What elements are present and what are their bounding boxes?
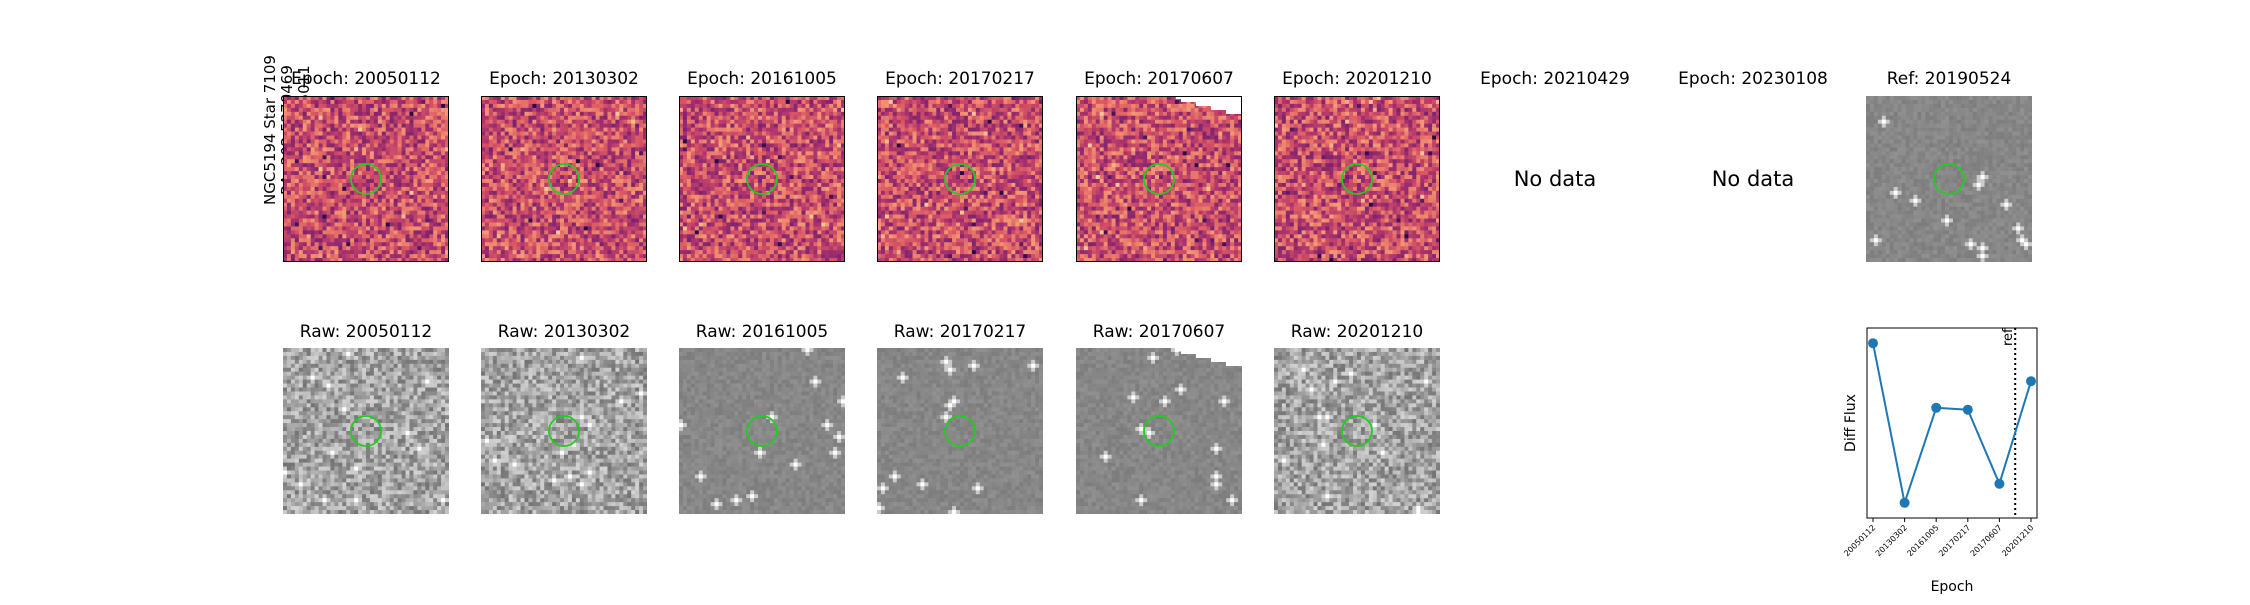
panel-title: Raw: 20170607 bbox=[1093, 322, 1226, 342]
difference-image bbox=[877, 96, 1043, 262]
panel-title: Epoch: 20161005 bbox=[687, 69, 837, 89]
x-tick-label: 20201210 bbox=[2000, 523, 2035, 558]
no-data-label: No data bbox=[1712, 167, 1795, 191]
x-tick-label: 20050112 bbox=[1842, 523, 1877, 558]
panel-title: Raw: 20170217 bbox=[894, 322, 1027, 342]
plot-frame bbox=[1867, 328, 2037, 518]
x-tick-label: 20130302 bbox=[1874, 523, 1909, 558]
difference-image bbox=[1076, 96, 1242, 262]
raw-image bbox=[283, 348, 449, 514]
panel-title: Epoch: 20230108 bbox=[1678, 69, 1828, 89]
data-point bbox=[1963, 405, 1973, 415]
panel-title: Epoch: 20210429 bbox=[1480, 69, 1630, 89]
star-name: NGC5194 Star 7109 bbox=[262, 55, 279, 205]
y-axis-label: Diff Flux bbox=[1843, 394, 1859, 452]
raw-image bbox=[1076, 348, 1242, 514]
panel-title: Raw: 20130302 bbox=[498, 322, 631, 342]
data-point bbox=[1931, 403, 1941, 413]
difference-image bbox=[283, 96, 449, 262]
panel-title: Raw: 20161005 bbox=[696, 322, 829, 342]
panel-title: Raw: 20050112 bbox=[300, 322, 433, 342]
series-line bbox=[1873, 343, 2031, 503]
raw-image bbox=[481, 348, 647, 514]
panel-title: Epoch: 20130302 bbox=[489, 69, 639, 89]
difference-image bbox=[679, 96, 845, 262]
data-point bbox=[1994, 479, 2004, 489]
panel-title: Raw: 20201210 bbox=[1291, 322, 1424, 342]
panel-title: Epoch: 20170217 bbox=[885, 69, 1035, 89]
panel-title: Epoch: 20201210 bbox=[1282, 69, 1432, 89]
raw-image bbox=[1274, 348, 1440, 514]
diff-flux-chart: ref 2005011220130302201610052017021720170… bbox=[1840, 320, 2060, 605]
x-tick-label: 20161005 bbox=[1905, 523, 1940, 558]
panel-title: Ref: 20190524 bbox=[1887, 69, 2012, 89]
data-point bbox=[1868, 338, 1878, 348]
raw-image bbox=[1866, 96, 2032, 262]
difference-image bbox=[1274, 96, 1440, 262]
no-data-label: No data bbox=[1514, 167, 1597, 191]
x-tick-label: 20170217 bbox=[1937, 523, 1972, 558]
difference-image bbox=[481, 96, 647, 262]
raw-image bbox=[877, 348, 1043, 514]
panel-title: Epoch: 20050112 bbox=[291, 69, 441, 89]
panel-title: Epoch: 20170607 bbox=[1084, 69, 1234, 89]
raw-image bbox=[679, 348, 845, 514]
data-point bbox=[2026, 376, 2036, 386]
x-axis-label: Epoch bbox=[1931, 579, 1974, 595]
data-point bbox=[1900, 498, 1910, 508]
x-tick-label: 20170607 bbox=[1969, 523, 2004, 558]
ref-label: ref bbox=[2001, 328, 2016, 346]
